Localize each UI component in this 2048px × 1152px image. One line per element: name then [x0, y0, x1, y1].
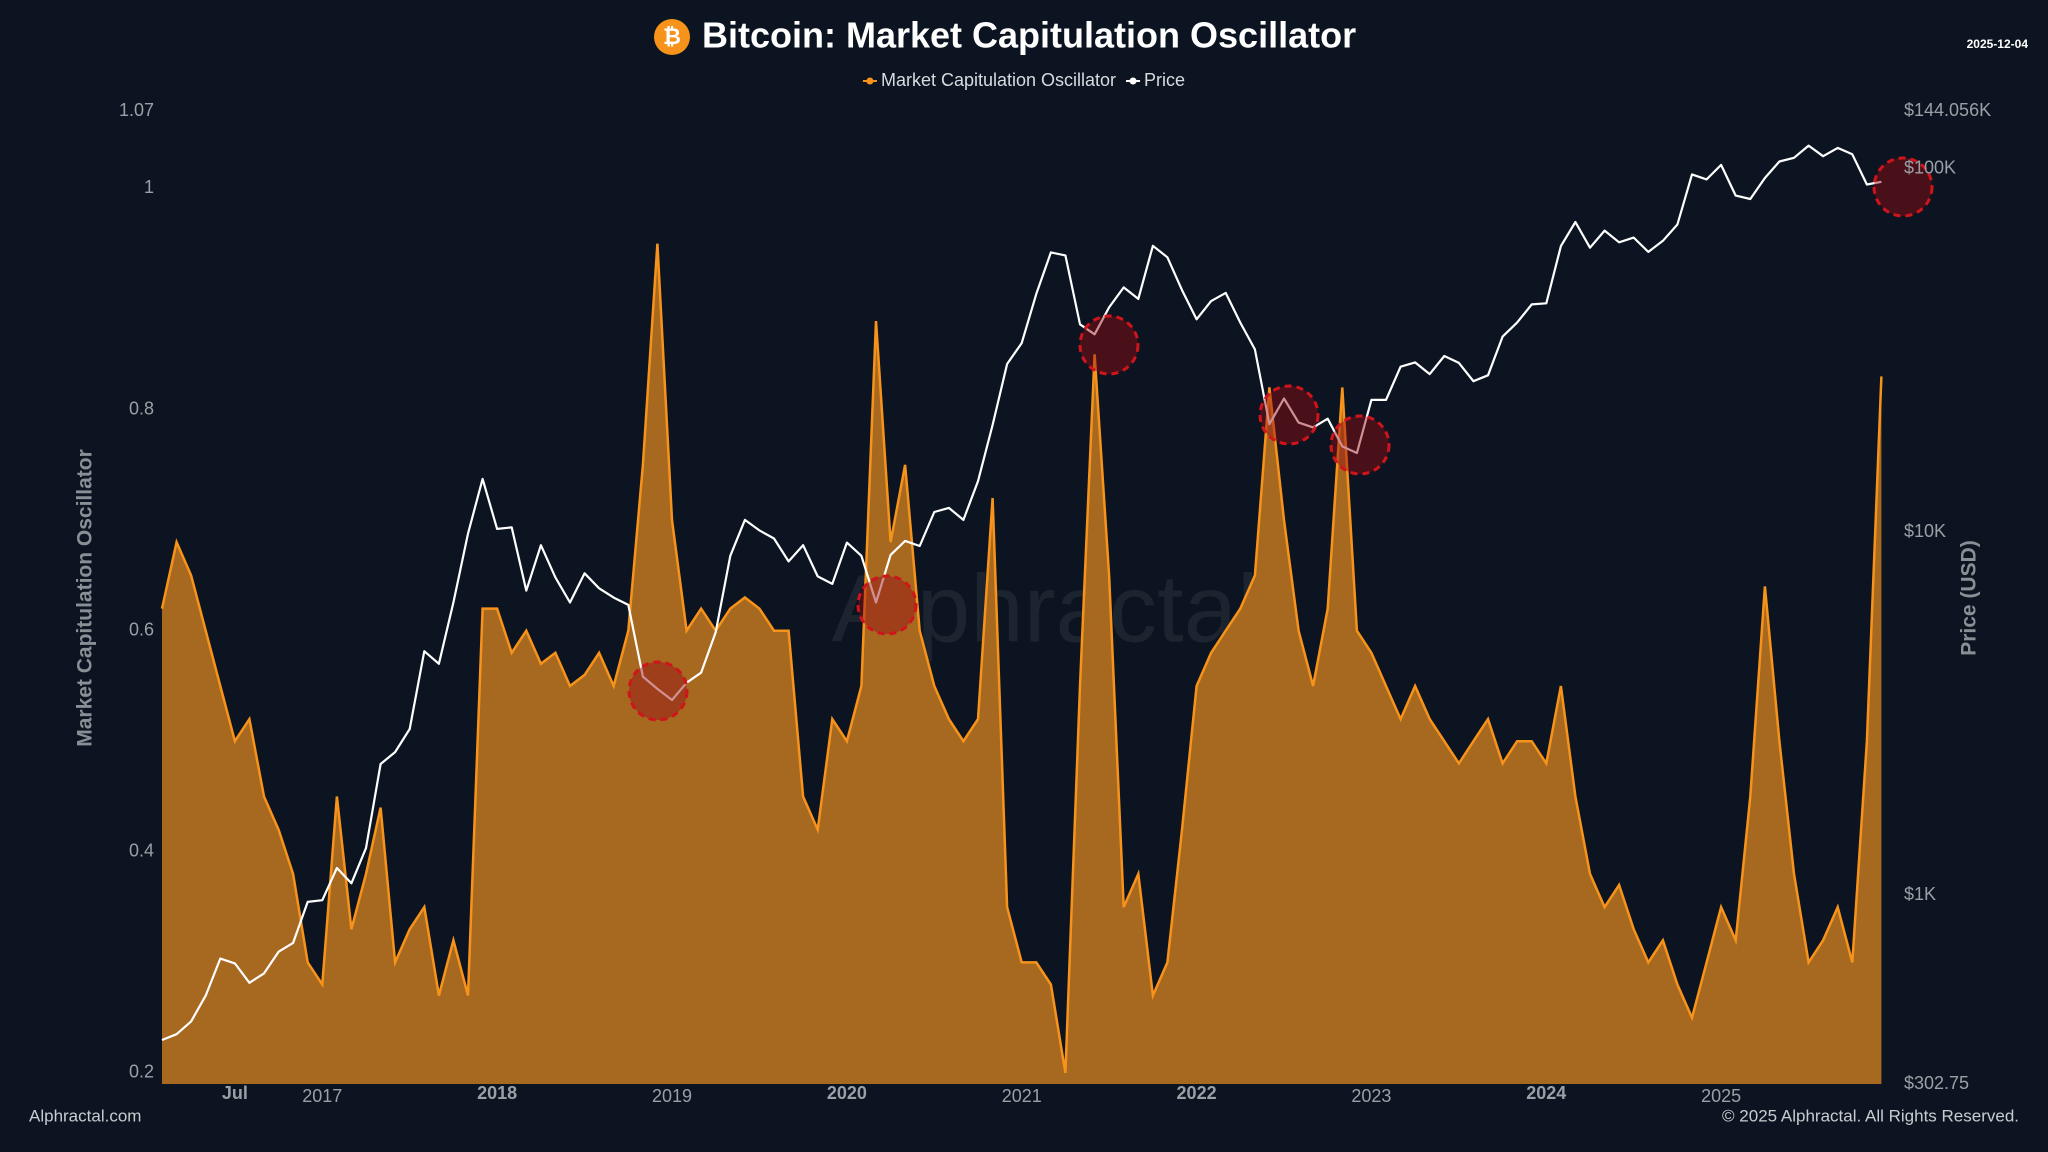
y-tick-label: 0.8	[129, 398, 154, 418]
x-tick-label: 2021	[1002, 1086, 1042, 1106]
x-tick-label: 2025	[1701, 1086, 1741, 1106]
y2-axis-title: Price (USD)	[1958, 540, 1981, 656]
y-tick-label: 0.2	[129, 1062, 154, 1082]
price-line	[161, 144, 1882, 1042]
y2-tick-label: $1K	[1904, 884, 1936, 904]
y-tick-label: 0.6	[129, 619, 154, 639]
highlight-circle	[1872, 156, 1934, 218]
y2-tick-label: $144.056K	[1904, 100, 1991, 120]
x-tick-label: Jul	[222, 1083, 248, 1103]
x-tick-label: 2024	[1526, 1083, 1566, 1103]
highlight-circle	[1258, 384, 1320, 446]
x-tick-label: 2023	[1351, 1086, 1391, 1106]
date: 2025-12-04	[1967, 37, 2029, 51]
source: Alphractal.com	[29, 1106, 141, 1125]
y2-tick-label: $100K	[1904, 157, 1956, 177]
legend-label: Market Capitulation Oscillator	[881, 70, 1116, 90]
y-tick-label: 1	[144, 177, 154, 197]
plot-area	[160, 144, 1883, 1084]
legend-item: Price	[1126, 70, 1185, 90]
x-tick-label: 2019	[652, 1086, 692, 1106]
copyright: © 2025 Alphractal. All Rights Reserved.	[1722, 1106, 2019, 1125]
x-tick-label: 2017	[302, 1086, 342, 1106]
title-icon-bg	[654, 19, 690, 55]
x-tick-label: 2022	[1177, 1083, 1217, 1103]
x-tick-label: 2020	[827, 1083, 867, 1103]
legend-item: Market Capitulation Oscillator	[862, 70, 1116, 90]
highlight-circle	[856, 574, 918, 636]
x-tick-label: 2018	[477, 1083, 517, 1103]
y-tick-label: 1.07	[119, 100, 154, 120]
legend-marker	[866, 77, 874, 85]
y-axis-title: Market Capitulation Oscillator	[74, 449, 97, 747]
y-tick-label: 0.4	[129, 841, 154, 861]
chart-title: Bitcoin: Market Capitulation Oscillator	[702, 15, 1356, 56]
legend-label: Price	[1144, 70, 1185, 90]
y2-tick-label: $302.75	[1904, 1073, 1969, 1093]
y2-tick-label: $10K	[1904, 521, 1946, 541]
highlights	[627, 156, 1934, 722]
highlight-circle	[1078, 314, 1140, 376]
highlight-circle	[627, 660, 689, 722]
area	[162, 243, 1882, 1084]
title-icon: ₿	[663, 24, 681, 49]
area-line	[160, 243, 1883, 1074]
legend: Market Capitulation Oscillator Price	[862, 70, 1185, 90]
legend-marker	[1129, 77, 1137, 85]
highlight-circle	[1329, 414, 1391, 476]
